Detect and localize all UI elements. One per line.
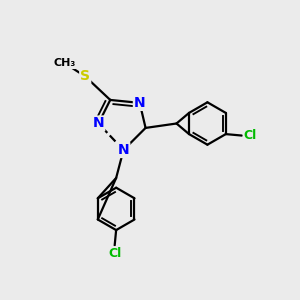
Text: N: N <box>93 116 104 130</box>
Text: Cl: Cl <box>244 129 257 142</box>
Text: N: N <box>134 96 146 110</box>
Text: CH₃: CH₃ <box>53 58 76 68</box>
Text: Cl: Cl <box>108 247 121 260</box>
Text: S: S <box>80 69 90 83</box>
Text: N: N <box>118 143 129 157</box>
